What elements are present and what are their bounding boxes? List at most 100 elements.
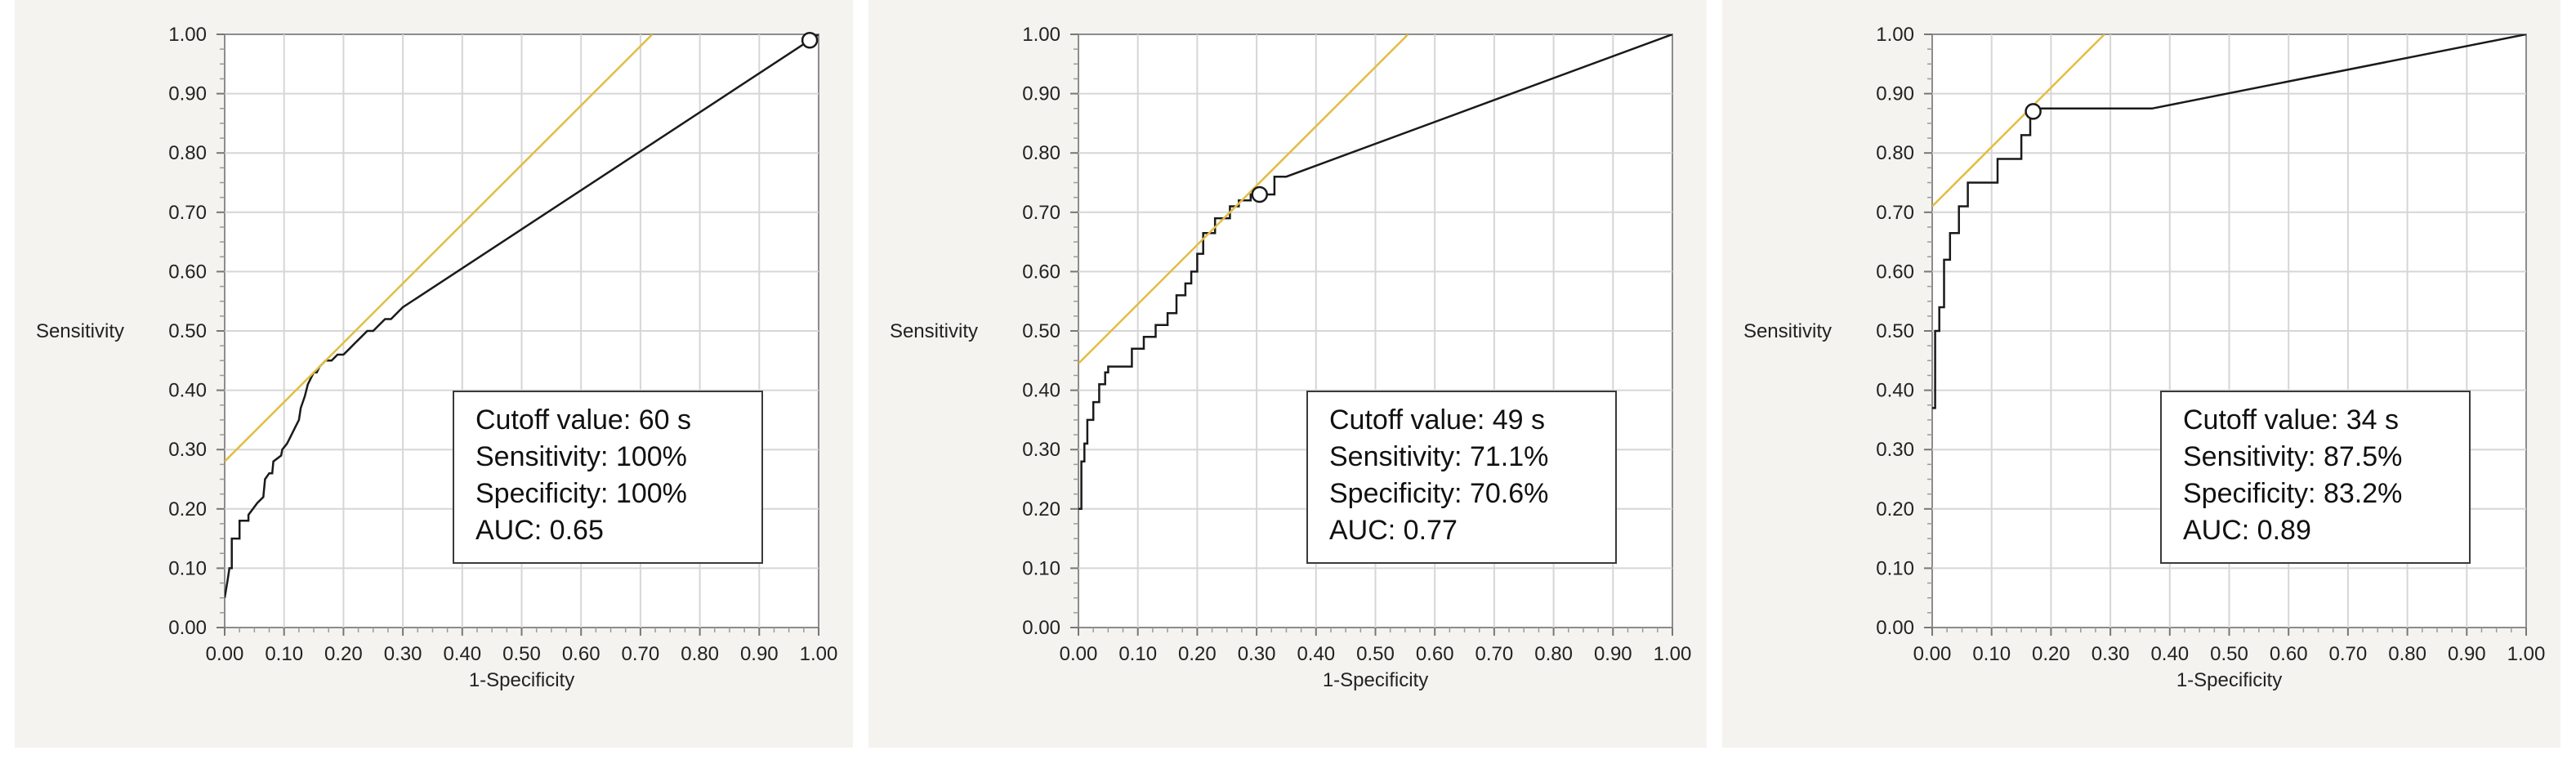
- y-tick-label: 0.60: [168, 261, 207, 283]
- x-tick-label: 0.50: [2210, 643, 2248, 665]
- sensitivity-text: Sensitivity: 87.5%: [2183, 441, 2403, 472]
- y-tick-label: 1.00: [1876, 24, 1914, 46]
- specificity-text: Specificity: 100%: [475, 478, 687, 509]
- x-tick-label: 0.20: [1178, 643, 1217, 665]
- roc-panel-1: 0.00 0.00 0.10 0.10 0.20 0.20 0.30 0.30 0.40 0.40…: [15, 0, 853, 748]
- y-tick-label: 0.90: [1022, 83, 1060, 105]
- y-axis-title: Sensitivity: [890, 320, 978, 342]
- cutoff-point-marker: [1251, 185, 1268, 203]
- x-tick-label: 0.70: [2329, 643, 2368, 665]
- y-tick-label: 0.00: [168, 617, 207, 639]
- roc-chart-1: 0.00 0.00 0.10 0.10 0.20 0.20 0.30 0.30 0.40 0.40…: [36, 24, 838, 691]
- x-tick-label: 0.00: [1913, 643, 1952, 665]
- y-tick-label: 1.00: [168, 24, 207, 46]
- y-tick-label: 0.40: [1876, 380, 1914, 402]
- sensitivity-text: Sensitivity: 100%: [475, 441, 687, 472]
- tangent-line: [225, 34, 654, 462]
- y-tick-label: 0.80: [1876, 142, 1914, 164]
- tangent-line: [1078, 34, 1409, 364]
- cutoff-point-marker: [2025, 103, 2042, 120]
- x-tick-label: 0.40: [443, 643, 481, 665]
- y-tick-label: 0.20: [1022, 498, 1060, 521]
- y-tick-label: 0.50: [168, 320, 207, 342]
- x-tick-label: 0.70: [1476, 643, 1514, 665]
- x-tick-label: 0.80: [2388, 643, 2426, 665]
- auc-text: AUC: 0.65: [475, 515, 604, 546]
- specificity-text: Specificity: 70.6%: [1329, 478, 1549, 509]
- stats-box: Cutoff value: 60 s Sensitivity: 100% Spe…: [453, 391, 763, 564]
- x-axis-title: 1-Specificity: [469, 669, 574, 691]
- x-axis-title: 1-Specificity: [1323, 669, 1428, 691]
- x-tick-label: 0.10: [265, 643, 303, 665]
- y-tick-label: 0.60: [1022, 261, 1060, 283]
- y-tick-label: 0.10: [1022, 557, 1060, 579]
- y-tick-label: 0.10: [1876, 557, 1914, 579]
- stats-box: Cutoff value: 34 s Sensitivity: 87.5% Sp…: [2160, 391, 2471, 564]
- x-tick-label: 0.90: [2448, 643, 2486, 665]
- y-tick-label: 0.40: [168, 380, 207, 402]
- y-tick-label: 0.30: [1022, 439, 1060, 461]
- x-tick-label: 0.30: [384, 643, 422, 665]
- cutoff-point-marker: [801, 32, 819, 49]
- tangent-line: [1932, 34, 2105, 208]
- y-tick-label: 0.30: [168, 439, 207, 461]
- x-tick-label: 0.80: [1534, 643, 1573, 665]
- y-tick-label: 0.40: [1022, 380, 1060, 402]
- roc-chart-3: 0.00 0.00 0.10 0.10 0.20 0.20 0.30 0.30 0.40 0.40…: [1743, 24, 2546, 691]
- y-tick-label: 0.90: [168, 83, 207, 105]
- y-tick-label: 0.00: [1022, 617, 1060, 639]
- y-tick-label: 0.70: [1022, 202, 1060, 224]
- y-axis-title: Sensitivity: [36, 320, 124, 342]
- x-tick-label: 0.00: [1060, 643, 1098, 665]
- x-tick-label: 0.40: [2150, 643, 2189, 665]
- roc-curve-line: [225, 34, 819, 598]
- y-tick-label: 0.80: [168, 142, 207, 164]
- x-tick-label: 0.10: [1118, 643, 1157, 665]
- specificity-text: Specificity: 83.2%: [2183, 478, 2403, 509]
- y-tick-label: 0.90: [1876, 83, 1914, 105]
- x-tick-label: 0.50: [502, 643, 541, 665]
- y-tick-label: 0.70: [1876, 202, 1914, 224]
- roc-chart-2: 0.000.00 0.10 0.10 0.20 0.20 0.30 0.30 0.40 0.40…: [890, 24, 1692, 691]
- x-tick-label: 0.50: [1356, 643, 1395, 665]
- cutoff-value-text: Cutoff value: 34 s: [2183, 404, 2399, 436]
- x-tick-label: 0.60: [562, 643, 600, 665]
- x-tick-label: 0.40: [1297, 643, 1335, 665]
- y-tick-label: 0.20: [168, 498, 207, 521]
- x-tick-label: 0.10: [1972, 643, 2011, 665]
- x-tick-label: 0.70: [622, 643, 660, 665]
- x-tick-label: 0.90: [740, 643, 779, 665]
- y-tick-label: 1.00: [1022, 24, 1060, 46]
- x-tick-label: 0.20: [2032, 643, 2070, 665]
- sensitivity-text: Sensitivity: 71.1%: [1329, 441, 1549, 472]
- y-tick-label: 0.80: [1022, 142, 1060, 164]
- x-axis-title: 1-Specificity: [2176, 669, 2282, 691]
- y-tick-label: 0.30: [1876, 439, 1914, 461]
- roc-panel-2: 0.00 0.00 0.10 0.10 0.20 0.20 0.30 0.30 0.40 0.40…: [868, 0, 1707, 748]
- stats-box: Cutoff value: 49 s Sensitivity: 71.1% Sp…: [1306, 391, 1617, 564]
- roc-panel-3: 0.00 0.00 0.10 0.10 0.20 0.20 0.30 0.30 0.40 0.40…: [1722, 0, 2560, 748]
- x-tick-label: 0.90: [1594, 643, 1632, 665]
- y-tick-label: 0.60: [1876, 261, 1914, 283]
- x-tick-label: 0.30: [2092, 643, 2130, 665]
- auc-text: AUC: 0.77: [1329, 515, 1458, 546]
- x-tick-label: 0.60: [1416, 643, 1454, 665]
- y-tick-label: 0.00: [1876, 617, 1914, 639]
- x-tick-label: 0.00: [206, 643, 244, 665]
- x-tick-label: 1.00: [800, 643, 838, 665]
- cutoff-value-text: Cutoff value: 49 s: [1329, 404, 1545, 436]
- x-tick-label: 0.30: [1238, 643, 1276, 665]
- x-tick-label: 1.00: [1654, 643, 1692, 665]
- y-tick-label: 0.20: [1876, 498, 1914, 521]
- auc-text: AUC: 0.89: [2183, 515, 2311, 546]
- x-tick-label: 1.00: [2507, 643, 2546, 665]
- roc-curve-line: [1932, 34, 2526, 409]
- y-tick-label: 0.70: [168, 202, 207, 224]
- y-tick-label: 0.10: [168, 557, 207, 579]
- x-tick-label: 0.80: [681, 643, 719, 665]
- y-axis-title: Sensitivity: [1743, 320, 1832, 342]
- y-tick-label: 0.50: [1876, 320, 1914, 342]
- x-tick-label: 0.20: [324, 643, 363, 665]
- y-tick-label: 0.50: [1022, 320, 1060, 342]
- x-tick-label: 0.60: [2270, 643, 2308, 665]
